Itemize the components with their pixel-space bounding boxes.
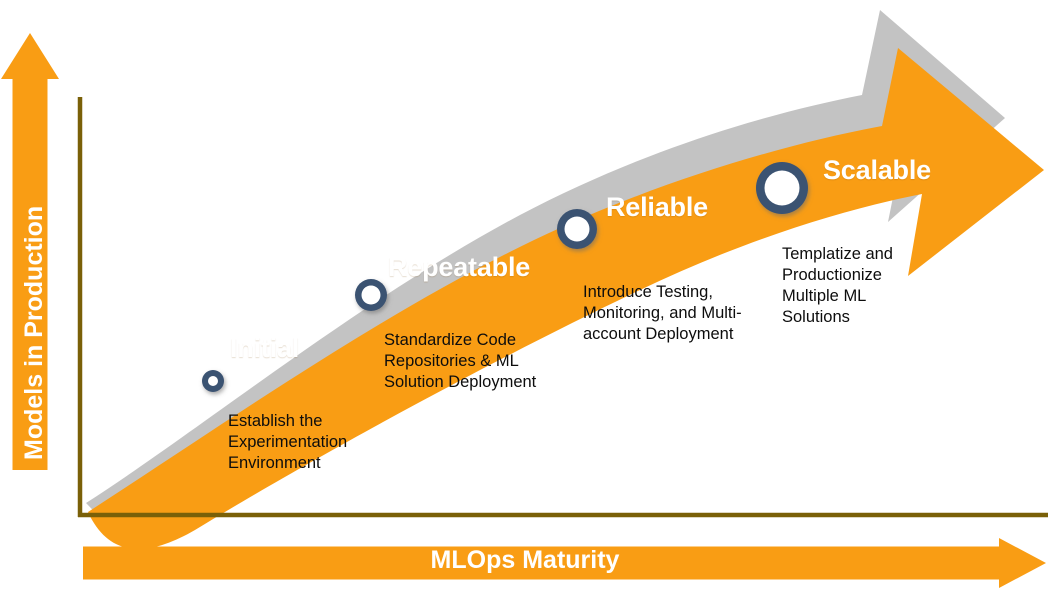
x-axis-arrow [83,538,1046,588]
stage-name-scalable: Scalable [823,155,931,185]
stage-marker-repeatable[interactable] [355,279,387,311]
y-axis-label: Models in Production [20,205,48,460]
stage-description-reliable: Introduce Testing, Monitoring, and Multi… [583,283,742,343]
stage-name-initial: Initial [230,333,300,363]
y-axis-arrow [1,33,59,470]
stage-marker-scalable[interactable] [756,162,808,214]
stage-description-repeatable: Standardize Code Repositories & ML Solut… [384,331,537,391]
x-axis-label: MLOps Maturity [430,546,620,574]
stage-marker-initial[interactable] [202,370,224,392]
stage-description-initial: Establish the Experimentation Environmen… [228,412,348,472]
stage-name-reliable: Reliable [606,192,708,222]
stage-name-repeatable: Repeatable [388,252,531,282]
stage-description-scalable: Templatize and Productionize Multiple ML… [782,245,893,326]
stage-marker-reliable[interactable] [557,209,597,249]
maturity-curve-arrow [88,48,1044,550]
